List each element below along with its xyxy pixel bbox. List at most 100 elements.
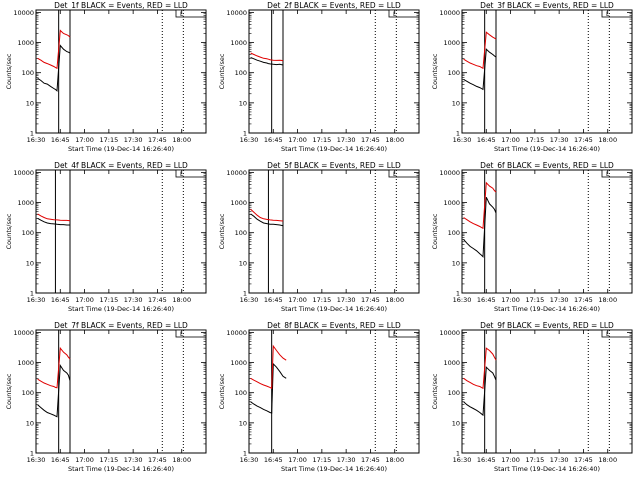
y-axis-label: Counts/sec xyxy=(218,373,226,409)
legend-box: L xyxy=(601,9,633,18)
y-tick-label: 1 xyxy=(456,450,460,458)
events-series-line xyxy=(250,213,284,227)
y-axis-label: Counts/sec xyxy=(218,213,226,249)
x-tick-label: 17:30 xyxy=(337,136,356,144)
y-tick-label: 1 xyxy=(243,450,247,458)
y-tick-label: 1 xyxy=(30,290,34,298)
y-axis-label: Counts/sec xyxy=(5,53,13,89)
x-axis-label: Start Time (19-Dec-14 16:26:40) xyxy=(281,145,387,153)
plot-frame xyxy=(461,329,633,454)
lld-series-line xyxy=(37,346,71,389)
x-axis-label: Start Time (19-Dec-14 16:26:40) xyxy=(68,145,174,153)
x-tick-label: 17:30 xyxy=(550,456,569,464)
lld-series-line xyxy=(463,181,497,230)
y-tick-label: 10000 xyxy=(439,9,460,17)
x-tick-label: 18:00 xyxy=(172,136,191,144)
y-tick-label: 100 xyxy=(448,229,460,237)
y-tick-label: 10 xyxy=(452,99,460,107)
y-axis-label: Counts/sec xyxy=(431,53,439,89)
y-tick-label: 10 xyxy=(239,419,247,427)
x-tick-label: 17:30 xyxy=(124,136,143,144)
plot-frame xyxy=(248,9,420,134)
x-tick-label: 16:45 xyxy=(264,136,283,144)
x-tick-label: 17:45 xyxy=(574,296,593,304)
plot-frame xyxy=(461,169,633,294)
x-tick-label: 17:00 xyxy=(288,136,307,144)
chart-title: Det_6f BLACK = Events, RED = LLD xyxy=(480,161,614,170)
events-series-line xyxy=(37,217,70,226)
lld-series-line xyxy=(250,52,284,62)
detector-panel: Det_6f BLACK = Events, RED = LLD L 16:30 16… xyxy=(426,160,639,320)
detector-panel: Det_4f BLACK = Events, RED = LLD L 16:30 16… xyxy=(0,160,213,320)
y-tick-label: 1 xyxy=(456,130,460,138)
y-tick-label: 1000 xyxy=(230,199,247,207)
legend-box: L xyxy=(388,169,420,178)
y-tick-label: 1000 xyxy=(443,359,460,367)
x-tick-label: 18:00 xyxy=(385,456,404,464)
detector-panel: Det_3f BLACK = Events, RED = LLD L 16:30 16… xyxy=(426,0,639,160)
svg-text:L: L xyxy=(606,171,610,178)
y-tick-label: 10 xyxy=(26,419,34,427)
chart-title: Det_3f BLACK = Events, RED = LLD xyxy=(480,1,614,10)
y-tick-label: 10 xyxy=(26,99,34,107)
y-tick-label: 100 xyxy=(448,389,460,397)
x-tick-label: 17:45 xyxy=(148,136,167,144)
x-tick-label: 17:45 xyxy=(361,456,380,464)
y-tick-label: 1 xyxy=(30,130,34,138)
x-axis-label: Start Time (19-Dec-14 16:26:40) xyxy=(494,465,600,473)
x-tick-label: 16:45 xyxy=(51,456,70,464)
x-tick-label: 16:30 xyxy=(240,296,259,304)
detector-panel: Det_8f BLACK = Events, RED = LLD L 16:30 16… xyxy=(213,320,426,480)
y-tick-label: 100 xyxy=(448,69,460,77)
svg-text:L: L xyxy=(606,331,610,338)
y-tick-label: 1000 xyxy=(17,359,34,367)
x-tick-label: 16:30 xyxy=(453,456,472,464)
chart-title: Det_8f BLACK = Events, RED = LLD xyxy=(267,321,401,330)
x-tick-label: 17:00 xyxy=(288,296,307,304)
legend-box: L xyxy=(175,169,207,178)
x-tick-label: 17:00 xyxy=(501,296,520,304)
y-tick-label: 10000 xyxy=(13,9,34,17)
x-axis-label: Start Time (19-Dec-14 16:26:40) xyxy=(281,305,387,313)
y-tick-label: 100 xyxy=(235,229,247,237)
lld-series-line xyxy=(37,29,71,70)
svg-text:L: L xyxy=(606,11,610,18)
x-tick-label: 17:30 xyxy=(124,456,143,464)
x-tick-label: 16:45 xyxy=(264,296,283,304)
x-tick-label: 17:30 xyxy=(124,296,143,304)
events-series-line xyxy=(463,196,497,258)
y-axis-label: Counts/sec xyxy=(5,213,13,249)
x-tick-label: 17:30 xyxy=(550,296,569,304)
x-tick-label: 17:15 xyxy=(99,136,118,144)
x-tick-label: 16:30 xyxy=(240,456,259,464)
svg-text:L: L xyxy=(180,331,184,338)
x-tick-label: 17:15 xyxy=(99,456,118,464)
y-tick-label: 10000 xyxy=(226,329,247,337)
chart-title: Det_5f BLACK = Events, RED = LLD xyxy=(267,161,401,170)
x-tick-label: 17:00 xyxy=(75,456,94,464)
x-tick-label: 16:45 xyxy=(51,296,70,304)
svg-text:L: L xyxy=(393,11,397,18)
legend-box: L xyxy=(388,9,420,18)
x-tick-label: 16:30 xyxy=(453,136,472,144)
events-series-line xyxy=(250,362,287,414)
y-tick-label: 10000 xyxy=(13,169,34,177)
y-axis-label: Counts/sec xyxy=(5,373,13,409)
y-tick-label: 100 xyxy=(22,69,34,77)
chart-title: Det_1f BLACK = Events, RED = LLD xyxy=(54,1,188,10)
chart-title: Det_2f BLACK = Events, RED = LLD xyxy=(267,1,401,10)
x-tick-label: 18:00 xyxy=(598,296,617,304)
y-tick-label: 10000 xyxy=(439,329,460,337)
lld-series-line xyxy=(250,208,284,222)
x-axis-label: Start Time (19-Dec-14 16:26:40) xyxy=(494,305,600,313)
x-tick-label: 18:00 xyxy=(385,296,404,304)
y-axis-label: Counts/sec xyxy=(431,373,439,409)
x-tick-label: 17:00 xyxy=(75,136,94,144)
